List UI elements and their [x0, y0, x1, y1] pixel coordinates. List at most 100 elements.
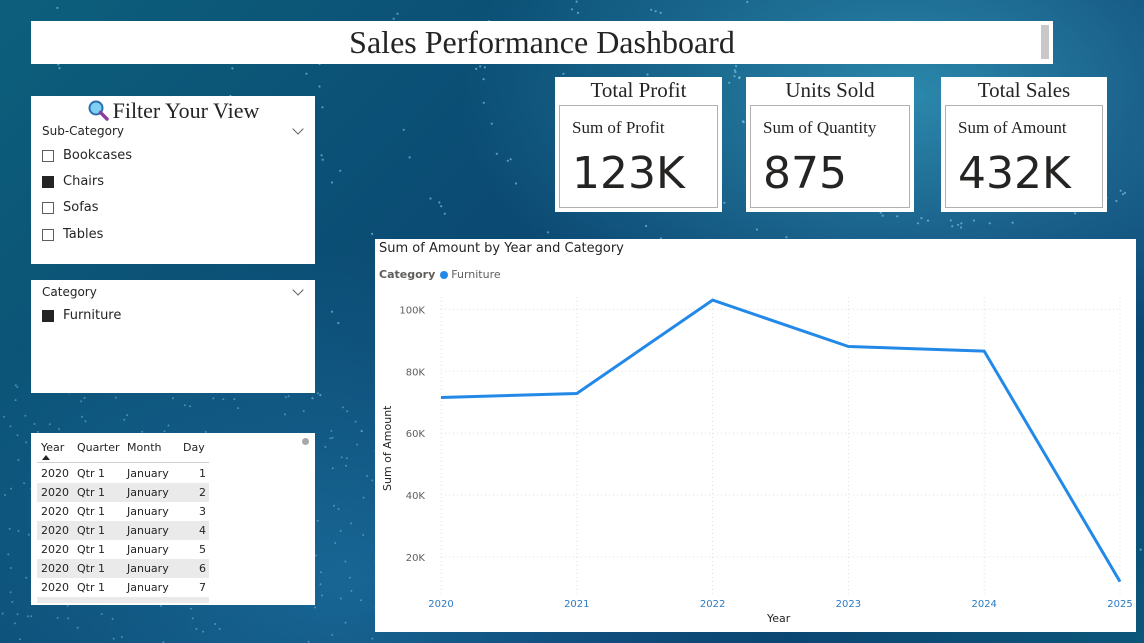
y-tick-label: 40K [406, 491, 426, 502]
chevron-down-icon[interactable] [292, 284, 304, 296]
table-cell: 2020 [41, 562, 69, 575]
table-cell: 7 [199, 581, 206, 594]
column-header-month[interactable]: Month [127, 441, 162, 454]
y-tick-label: 80K [406, 367, 426, 378]
table-row[interactable]: 2020 Qtr 1 January 7 [37, 578, 209, 597]
magnifier-icon [88, 100, 109, 121]
x-tick-label: 2022 [700, 599, 725, 610]
column-header-quarter[interactable]: Quarter [77, 441, 120, 454]
table-row[interactable]: 2020 Qtr 1 January 5 [37, 540, 209, 559]
option-tables[interactable]: Tables [42, 227, 103, 242]
subcategory-slicer[interactable]: Filter Your View Sub-Category Bookcases … [31, 96, 315, 264]
option-label: Bookcases [63, 148, 133, 163]
data-point[interactable] [711, 298, 715, 302]
data-point[interactable] [439, 396, 443, 400]
legend-title: Category [379, 268, 436, 281]
data-point[interactable] [575, 392, 579, 396]
kpi-value: 432K [958, 148, 1071, 199]
table-row[interactable]: 2020 Qtr 1 January 6 [37, 559, 209, 578]
option-label: Sofas [63, 200, 99, 215]
table-cell: January [127, 486, 169, 499]
series-line-furniture[interactable] [440, 298, 1122, 583]
kpi-units-sold[interactable]: Units Sold Sum of Quantity 875 [746, 77, 914, 212]
option-sofas[interactable]: Sofas [42, 200, 99, 215]
kpi-card: Sum of Quantity 875 [750, 105, 910, 208]
kpi-title: Units Sold [785, 78, 875, 102]
table-cell: January [127, 467, 169, 480]
table-cell: Qtr 1 [77, 486, 105, 499]
table-cell: January [127, 562, 169, 575]
line-chart-panel[interactable]: Sum of Amount by Year and Category Categ… [375, 239, 1136, 632]
chart-legend[interactable]: Category Furniture [379, 268, 501, 281]
checkbox[interactable] [42, 175, 54, 188]
table-row[interactable]: 2020 Qtr 1 January 4 [37, 521, 209, 540]
table-row[interactable]: 2020 Qtr 1 January 1 [37, 464, 209, 483]
scroll-indicator[interactable] [302, 438, 309, 445]
data-point[interactable] [982, 349, 986, 353]
checkbox[interactable] [42, 149, 54, 162]
kpi-label: Sum of Profit [572, 118, 665, 137]
filter-header: Filter Your View [31, 98, 315, 124]
y-tick-label: 100K [399, 305, 425, 316]
table-cell: 2020 [41, 467, 69, 480]
kpi-value: 875 [763, 148, 847, 199]
title-scrollbar[interactable] [1041, 25, 1049, 59]
x-tick-label: 2021 [564, 599, 589, 610]
column-header-year[interactable]: Year [41, 441, 65, 454]
table-cell: 6 [199, 562, 206, 575]
table-cell: 2020 [41, 543, 69, 556]
option-chairs[interactable]: Chairs [42, 174, 104, 189]
table-cell: 2020 [41, 524, 69, 537]
table-cell: 4 [199, 524, 206, 537]
title-bar: Sales Performance Dashboard [31, 21, 1053, 64]
table-cell: Qtr 1 [77, 467, 105, 480]
table-cell: 1 [199, 467, 206, 480]
table-cell: January [127, 543, 169, 556]
table-row[interactable]: 2020 Qtr 1 January 2 [37, 483, 209, 502]
kpi-total-sales[interactable]: Total Sales Sum of Amount 432K [941, 77, 1107, 212]
data-point[interactable] [1118, 580, 1122, 584]
table-cell: 2 [199, 486, 206, 499]
table-cell: 5 [199, 543, 206, 556]
kpi-title: Total Sales [977, 78, 1071, 102]
category-slicer[interactable]: Category Furniture [31, 280, 315, 393]
data-point[interactable] [846, 345, 850, 349]
table-cell: 3 [199, 505, 206, 518]
kpi-total-profit[interactable]: Total Profit Sum of Profit 123K [555, 77, 722, 212]
kpi-card: Sum of Amount 432K [945, 105, 1103, 208]
checkbox[interactable] [42, 228, 54, 241]
filter-title: Filter Your View [112, 98, 260, 123]
checkbox[interactable] [42, 309, 54, 322]
table-row[interactable]: 2020 Qtr 1 January 3 [37, 502, 209, 521]
table-cell: 2020 [41, 505, 69, 518]
table-scrollbar[interactable] [37, 597, 209, 603]
checkbox[interactable] [42, 201, 54, 214]
kpi-title: Total Profit [590, 78, 687, 102]
chevron-down-icon[interactable] [292, 123, 304, 135]
option-label: Chairs [63, 174, 105, 189]
kpi-value: 123K [572, 148, 685, 199]
column-header-day[interactable]: Day [183, 441, 205, 454]
option-furniture[interactable]: Furniture [42, 308, 121, 323]
kpi-card: Sum of Profit 123K [559, 105, 718, 208]
option-bookcases[interactable]: Bookcases [42, 148, 132, 163]
y-tick-label: 20K [406, 553, 426, 564]
x-tick-label: 2020 [428, 599, 453, 610]
option-label: Furniture [63, 308, 122, 323]
chart-plot: 20K 40K 60K 80K 100K 2020 2021 2022 2023 2024 2025 [399, 297, 1133, 610]
table-cell: 2020 [41, 486, 69, 499]
legend-marker [440, 270, 449, 279]
y-tick-label: 60K [406, 429, 426, 440]
table-cell: January [127, 581, 169, 594]
kpi-label: Sum of Quantity [763, 118, 877, 137]
legend-item-furniture[interactable]: Furniture [451, 268, 501, 281]
table-cell: Qtr 1 [77, 524, 105, 537]
sort-ascending-icon [42, 455, 50, 460]
subcategory-label: Sub-Category [42, 124, 124, 138]
page-title: Sales Performance Dashboard [349, 24, 735, 60]
x-tick-label: 2023 [836, 599, 861, 610]
category-label: Category [42, 285, 97, 299]
table-cell: Qtr 1 [77, 505, 105, 518]
x-axis-title: Year [767, 612, 791, 625]
table-cell: Qtr 1 [77, 562, 105, 575]
